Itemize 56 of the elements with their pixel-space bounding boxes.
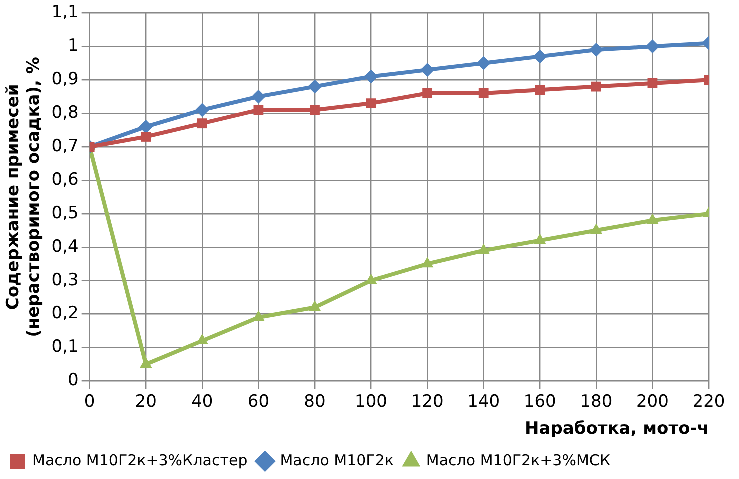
point [646, 214, 659, 224]
point [478, 244, 490, 254]
legend-label: Масло М10Г2к+3%МСК [426, 451, 611, 470]
x-tick-label: 20 [135, 392, 157, 412]
x-tick-label: 80 [304, 392, 326, 412]
x-tick-label: 160 [524, 392, 556, 412]
x-tick-label: 180 [580, 392, 613, 412]
point [310, 105, 320, 116]
x-tick-label: 60 [248, 392, 270, 412]
x-tick-label: 40 [192, 392, 214, 412]
legend-label: Масло М10Г2к [280, 451, 394, 470]
y-tick-label: 1 [68, 36, 79, 56]
point [534, 234, 546, 244]
point [476, 56, 491, 70]
y-tick-label: 0,1 [52, 337, 79, 358]
point [648, 78, 658, 88]
y-tick-label: 0,9 [52, 70, 79, 90]
y-tick-label: 1,1 [52, 2, 79, 23]
point [139, 120, 154, 134]
y-axis-title: Содержание примесей (нерастворимого осадка), % [4, 57, 44, 338]
y-tick-label: 0,4 [52, 236, 79, 257]
point [646, 40, 660, 54]
x-tick-label: 200 [636, 392, 669, 412]
point [141, 132, 152, 142]
point [254, 105, 264, 116]
y-tick-label: 0,8 [52, 102, 79, 123]
legend-label: Масло М10Г2к+3%Кластер [32, 451, 248, 470]
point [364, 70, 378, 84]
point [366, 98, 376, 108]
point [195, 103, 210, 118]
y-tick-label: 0,2 [52, 304, 79, 324]
point [308, 300, 322, 312]
x-axis-title: Наработка, мото-ч [525, 419, 709, 440]
point [140, 357, 152, 368]
point [591, 82, 602, 92]
y-tick-label: 0,6 [52, 170, 79, 190]
y-tick-label: 0,3 [52, 270, 79, 290]
point [533, 50, 548, 64]
point [478, 88, 489, 98]
x-tick-label: 220 [692, 392, 726, 412]
y-tick-label: 0,5 [52, 203, 79, 224]
y-tick-label: 0,7 [52, 136, 79, 156]
point [252, 90, 266, 104]
point [535, 85, 546, 96]
x-tick-label: 100 [355, 392, 388, 412]
point [589, 43, 604, 57]
y-tick-label: 0 [68, 370, 79, 391]
x-tick-label: 0 [84, 392, 96, 412]
point [420, 63, 435, 78]
x-tick-label: 140 [468, 392, 500, 412]
point [422, 88, 433, 98]
point [197, 118, 208, 129]
x-tick-label: 120 [411, 392, 444, 412]
point [308, 80, 322, 94]
point [422, 257, 434, 268]
point [590, 224, 602, 234]
